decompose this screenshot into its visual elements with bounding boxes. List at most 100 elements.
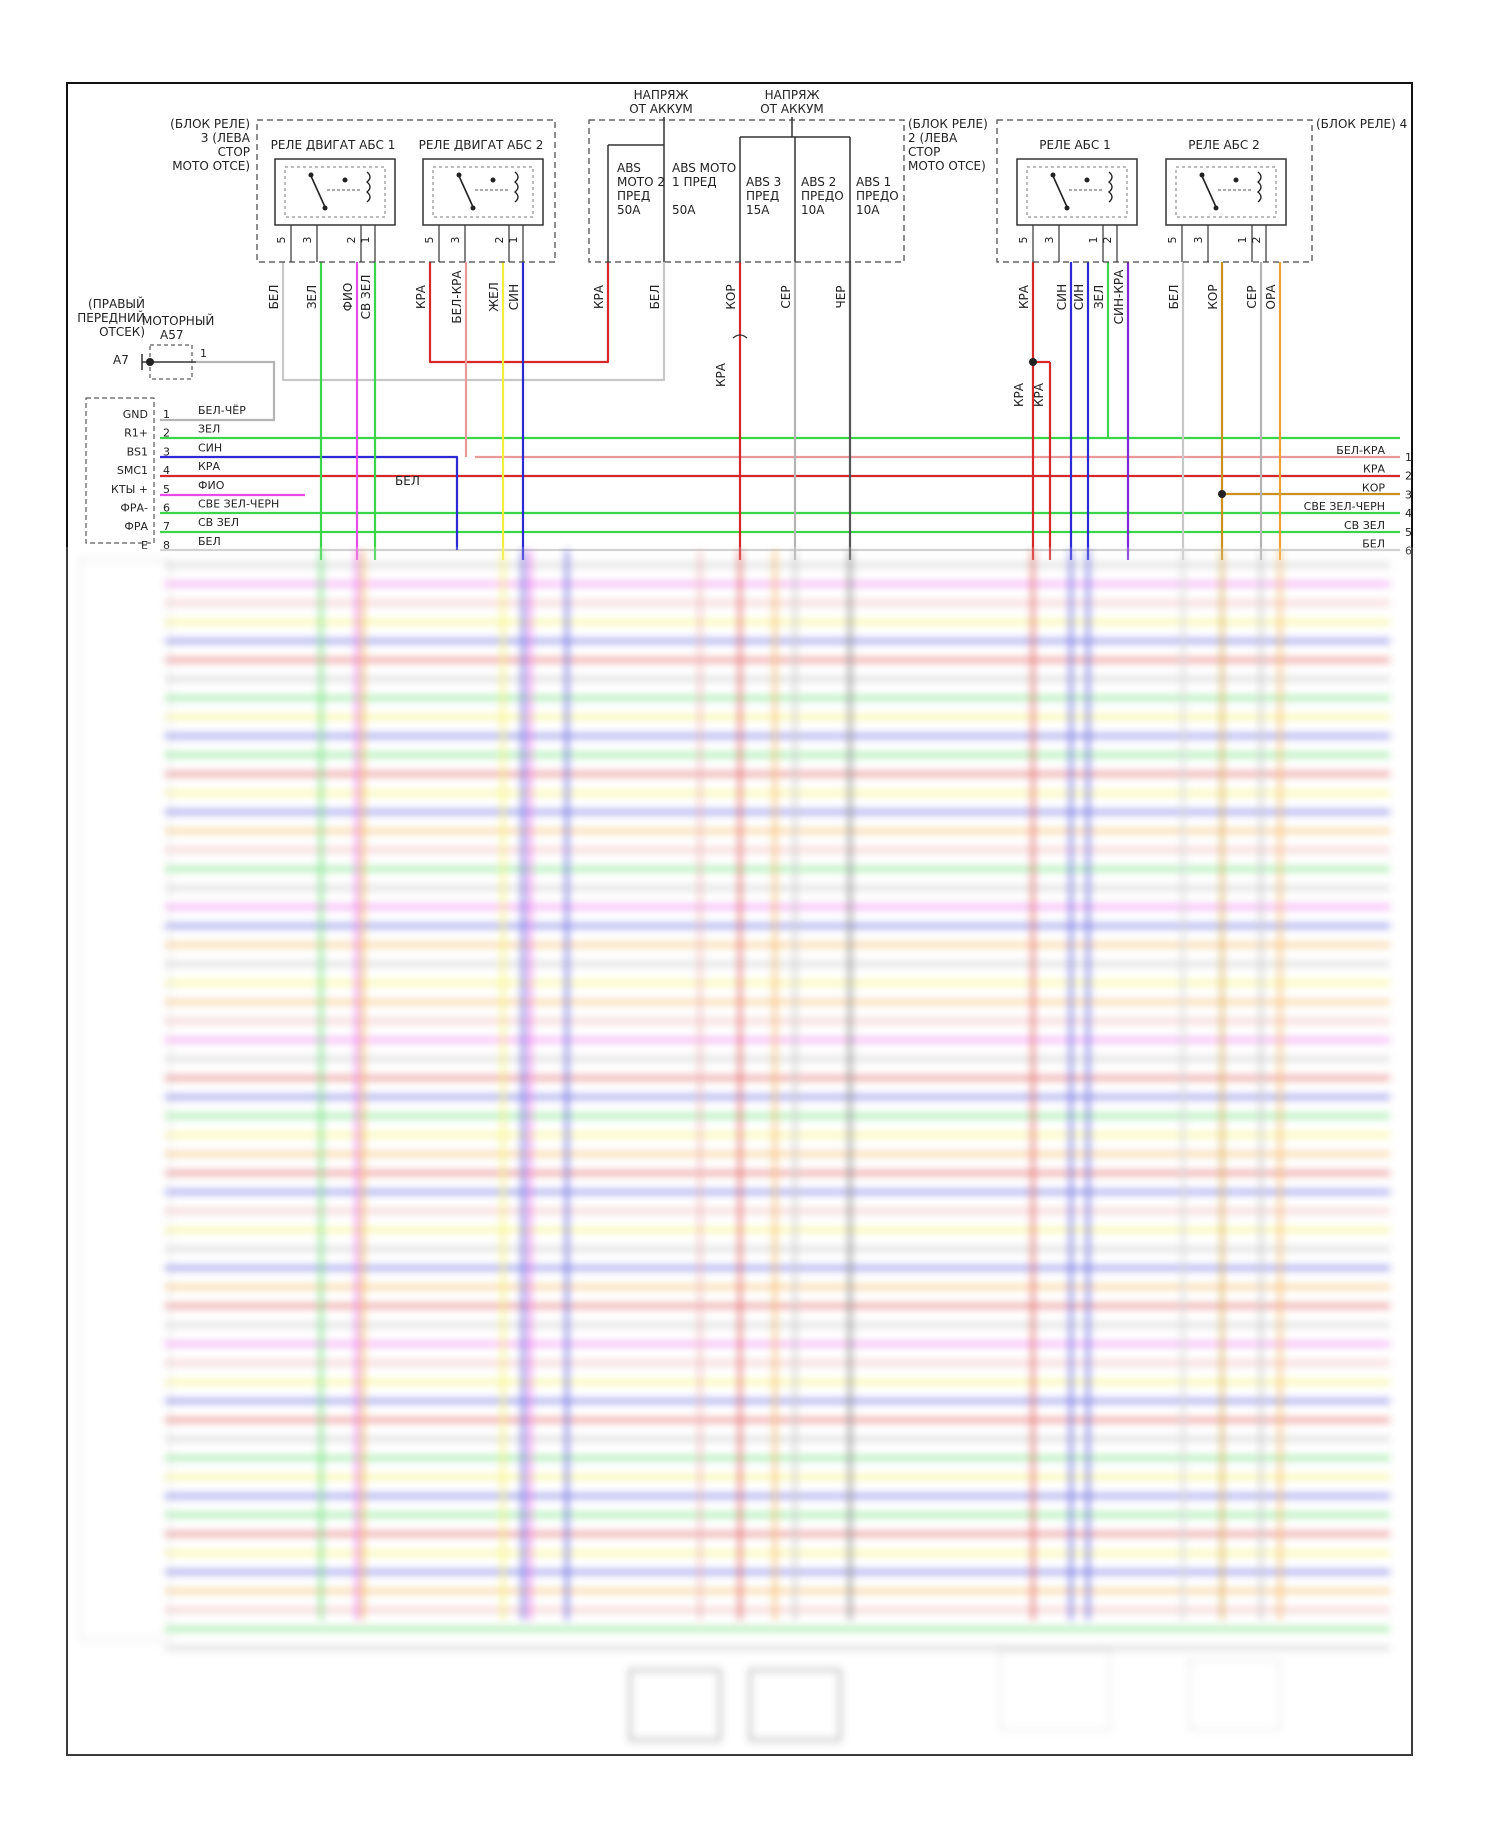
fuse-1-line-2: МОТО 2 (617, 175, 665, 189)
ground-id: A7 (113, 353, 129, 367)
fuse-3-line-3: 15A (746, 203, 770, 217)
wire (428, 262, 610, 364)
relay-frame (432, 166, 534, 218)
wire-layer (160, 262, 1400, 560)
relay-block-4-label: (БЛОК РЕЛЕ) 4 (1316, 117, 1407, 131)
relay-switch (1201, 175, 1217, 208)
relay-pin-number: 1 (507, 237, 520, 244)
fuse-1-line-4: 50A (617, 203, 641, 217)
wire-label: ФИО (341, 283, 355, 312)
relay-1-label: РЕЛЕ ДВИГАТ АБС 1 (271, 138, 396, 152)
blurred-component (629, 1669, 721, 1741)
ground-a7: (ПРАВЫЙ ПЕРЕДНИЙ ОТСЕК) МОТОРНЫЙ A57 A7 … (77, 296, 214, 380)
right-pin-number: 6 (1405, 545, 1412, 558)
relay-body (422, 158, 544, 226)
abs-module-connector-left: БЕЛ GND 1 БЕЛ-ЧЁР R1+ 2 ЗЕЛ BS1 3 СИН SMC1 4 КРА КТЫ… (85, 397, 420, 552)
fuse-4-line-3: 10A (801, 203, 825, 217)
relay-switch (1052, 175, 1068, 208)
right-pin-number: 1 (1405, 451, 1412, 464)
right-pin-wire: БЕЛ (1362, 538, 1385, 551)
ground-connector: A57 (160, 328, 183, 342)
connector-right: БЕЛ-КРА 1 КРА 2 КОР 3 СВЕ ЗЕЛ-ЧЕРН 4 СВ ЗЕЛ 5 БЕЛ 6 (1304, 444, 1412, 558)
fuse-abs-2: ABS 2 ПРЕДО 10A (801, 175, 844, 217)
wire-label: СЕР (779, 285, 793, 308)
ground-compartment: МОТОРНЫЙ (142, 313, 214, 328)
relay-frame (1175, 166, 1277, 218)
left-pin-name: R1+ (124, 427, 148, 440)
relay-contact (308, 172, 314, 178)
right-pin-wire: КОР (1362, 481, 1385, 494)
relay-switch (310, 175, 326, 208)
left-pin-wire: ЗЕЛ (198, 423, 220, 436)
wire-label: СВ ЗЕЛ (359, 275, 373, 320)
relay-body (1165, 158, 1287, 226)
relay-pin-number: 5 (1166, 237, 1179, 244)
ground-location-1: (ПРАВЫЙ (88, 296, 145, 311)
fuse-abs-motor-1: ABS МОТО 1 ПРЕД 50A (672, 161, 736, 217)
right-pin-wire: СВЕ ЗЕЛ-ЧЕРН (1304, 500, 1385, 513)
batt-label-1b: ОТ АККУМ (629, 102, 693, 116)
ground-location-2: ПЕРЕДНИЙ (77, 310, 145, 325)
relay-coil (1107, 171, 1113, 203)
fuse-1-line-3: ПРЕД (617, 189, 650, 203)
relay-pin-number: 1 (1087, 237, 1100, 244)
wire-label: КРА (1017, 284, 1031, 309)
right-pin-number: 4 (1405, 507, 1412, 520)
relay-block-3-label-3: СТОР (218, 145, 250, 159)
relay-pin-number: 1 (359, 237, 372, 244)
relay-contact (456, 172, 462, 178)
fuse-3-line-1: ABS 3 (746, 175, 781, 189)
relay-pin-number: 3 (1192, 237, 1205, 244)
left-pin-number: 5 (163, 483, 170, 496)
right-pin-6: БЕЛ 6 (1362, 538, 1412, 558)
batt-label-2a: НАПРЯЖ (765, 88, 820, 102)
relay-contact (1213, 205, 1219, 211)
wire-label: БЕЛ-КРА (450, 270, 464, 324)
fuse-5-line-3: 10A (856, 203, 880, 217)
left-pin-wire: СВЕ ЗЕЛ-ЧЕРН (198, 498, 279, 511)
relay-2-label: РЕЛЕ ДВИГАТ АБС 2 (419, 138, 544, 152)
wire-label: БЕЛ (1167, 285, 1181, 310)
blur-veil (60, 547, 1430, 1767)
fuse-5-line-1: ABS 1 (856, 175, 891, 189)
wire-label: ЧЕР (834, 285, 848, 308)
relay-contact (1064, 205, 1070, 211)
wire (281, 262, 666, 382)
wire-label: КРА (592, 284, 606, 309)
top-wire-labels: БЕЛ ЗЕЛ ФИО СВ ЗЕЛ КРА БЕЛ-КРА ЖЕЛ СИН КРА БЕЛ КОР… (267, 269, 1278, 407)
relay-coil (365, 171, 371, 203)
right-pin-1: БЕЛ-КРА 1 (1336, 444, 1412, 464)
right-pin-3: КОР 3 (1362, 481, 1412, 501)
relay-frame (284, 166, 386, 218)
relay-pin-number: 3 (301, 237, 314, 244)
left-pin-wire: КРА (198, 460, 220, 473)
relay-pin-number: 2 (1101, 237, 1114, 244)
fuse-4-line-2: ПРЕДО (801, 189, 844, 203)
wire-label: БЕЛ (648, 285, 662, 310)
fuse-block-2-label-4: МОТО ОТСЕ) (908, 159, 986, 173)
blurred-component (749, 1669, 841, 1741)
wire-label: КРА (714, 362, 728, 387)
left-pin-number: 7 (163, 520, 170, 533)
left-pin-wire: ФИО (198, 479, 225, 492)
wire-label: СЕР (1245, 285, 1259, 308)
wire-label: БЕЛ (267, 285, 281, 310)
wire-label: КРА (1032, 382, 1046, 407)
wire-label: ОРА (1264, 284, 1278, 310)
splice (1218, 490, 1226, 498)
blurred-connector (79, 559, 171, 1641)
right-pin-number: 2 (1405, 470, 1412, 483)
left-pin-number: 6 (163, 502, 170, 515)
relay-pin-number: 2 (345, 237, 358, 244)
blurred-component (1189, 1659, 1281, 1731)
relay-contact (1050, 172, 1056, 178)
relay-abs-1-label: РЕЛЕ АБС 1 (1039, 138, 1111, 152)
left-pin-number: 8 (163, 539, 170, 552)
wire-label: КРА (1012, 382, 1026, 407)
relay-body (1016, 158, 1138, 226)
relay-contact (1199, 172, 1205, 178)
